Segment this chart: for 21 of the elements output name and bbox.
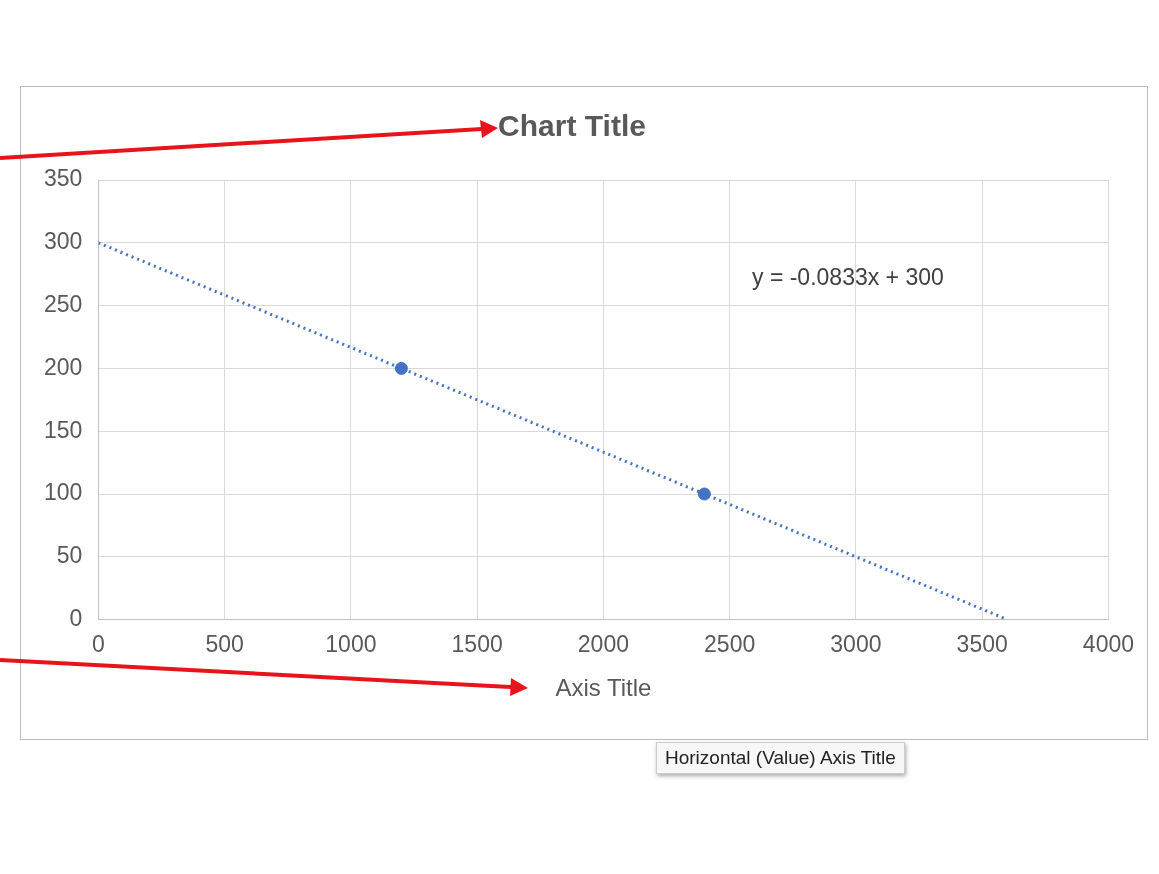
x-tick-label: 2000 [577,630,629,657]
x-tick-label: 3000 [830,630,882,657]
x-tick-label: 1500 [451,630,503,657]
x-tick-label: 4000 [1082,630,1134,657]
annotation: y = -0.0833x + 300 [752,264,944,291]
x-tick-label: 0 [91,630,105,657]
y-tick-label: 150 [44,416,83,443]
y-tick-label: 50 [56,542,83,569]
x-tick-label: 500 [205,630,244,657]
x-tick-label: 1000 [325,630,377,657]
y-tick-label: 250 [44,290,83,317]
y-tick-label: 0 [69,604,83,631]
x-tick-label: 2500 [704,630,756,657]
x-axis-title: Axis Title [555,674,652,702]
x-tick-label: 3500 [956,630,1008,657]
y-tick-label: 200 [44,353,83,380]
y-tick-label: 350 [44,165,83,192]
text: Horizontal (Value) Axis Title [656,742,905,774]
chart-title: Chart Title [498,109,646,143]
y-tick-label: 300 [44,228,83,255]
y-tick-label: 100 [44,479,83,506]
